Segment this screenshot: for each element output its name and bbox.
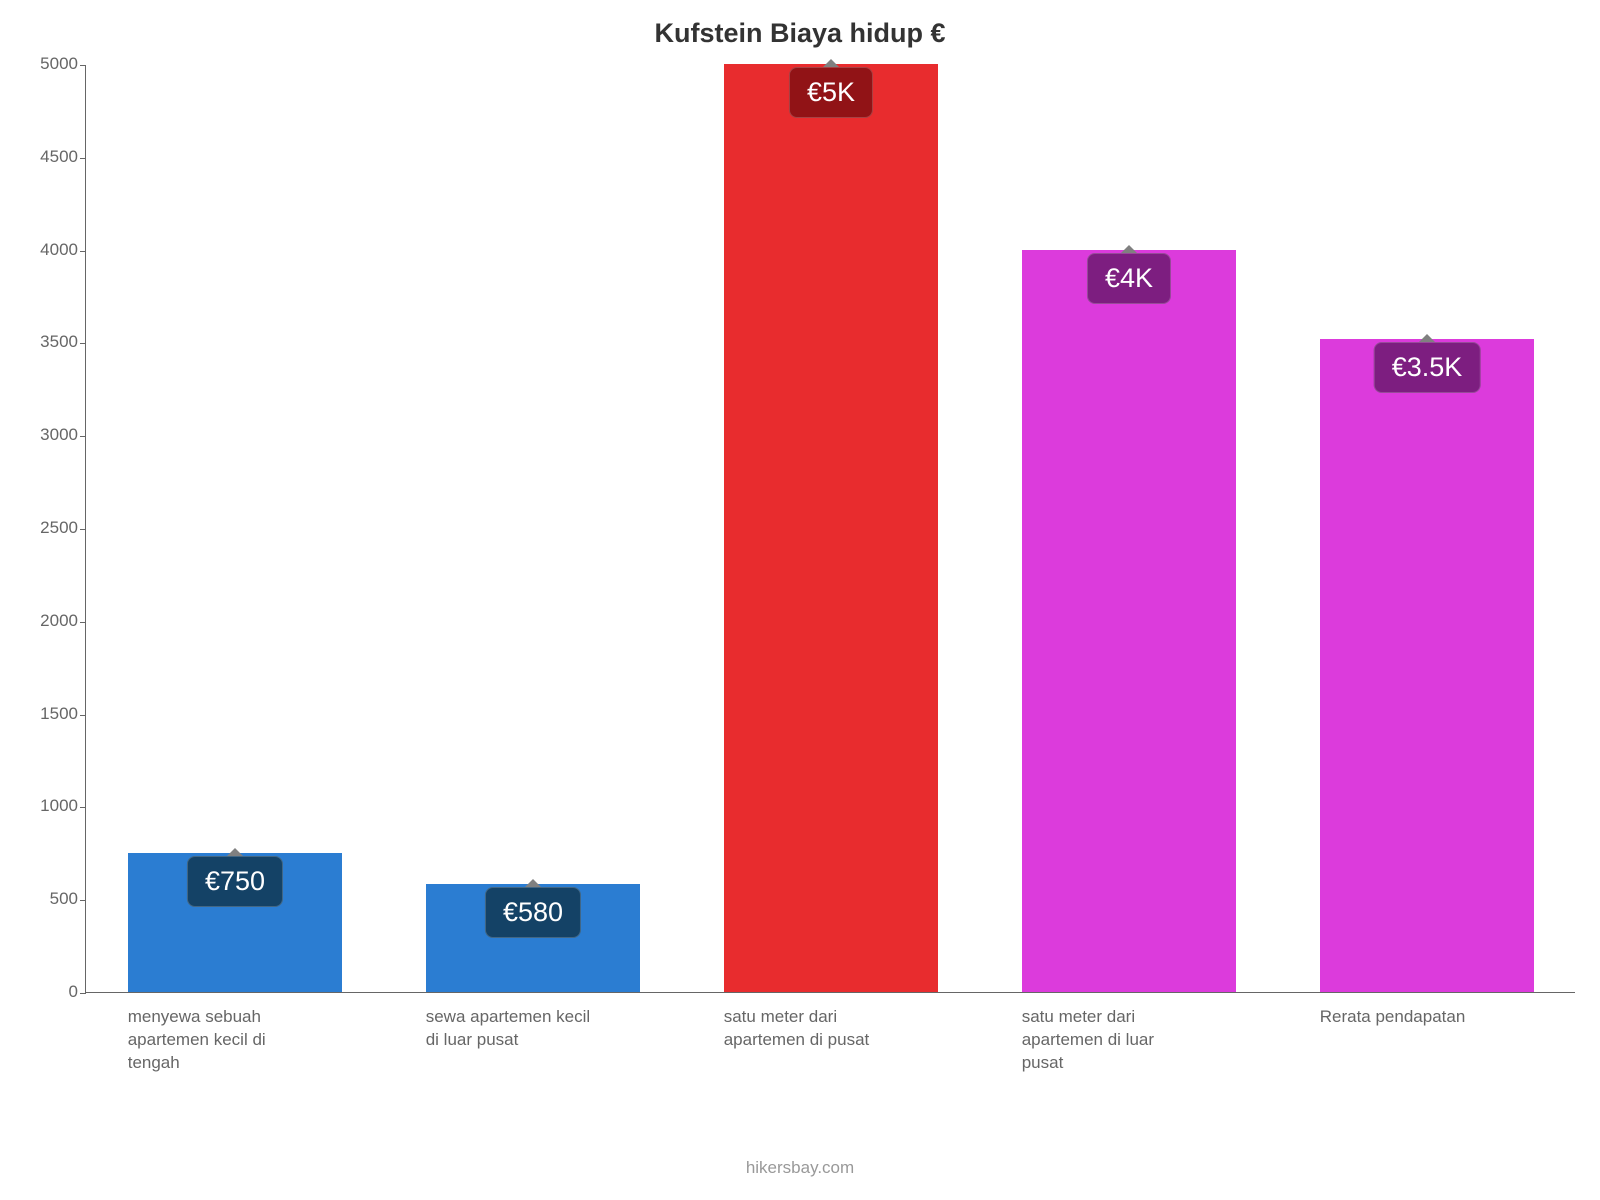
bar-tooltip-arrow <box>227 848 243 856</box>
ytick-label: 0 <box>69 982 86 1002</box>
ytick-label: 3000 <box>40 425 86 445</box>
ytick-label: 1500 <box>40 704 86 724</box>
bar-value-label: €5K <box>789 67 873 118</box>
bar <box>724 64 939 992</box>
bar-value-label: €4K <box>1087 253 1171 304</box>
bar-tooltip-arrow <box>525 879 541 887</box>
ytick-label: 4000 <box>40 240 86 260</box>
x-category-label: satu meter dari apartemen di luar pusat <box>1022 992 1197 1075</box>
bar <box>1022 250 1237 992</box>
x-category-label: menyewa sebuah apartemen kecil di tengah <box>128 992 303 1075</box>
ytick-label: 2000 <box>40 611 86 631</box>
x-category-label: Rerata pendapatan <box>1320 992 1495 1029</box>
bar-value-label: €580 <box>485 887 581 938</box>
chart-title: Kufstein Biaya hidup € <box>0 18 1600 49</box>
ytick-label: 500 <box>50 889 86 909</box>
x-category-label: satu meter dari apartemen di pusat <box>724 992 899 1052</box>
bar <box>1320 339 1535 992</box>
plot-area: 0500100015002000250030003500400045005000… <box>85 65 1575 993</box>
bar-value-label: €3.5K <box>1374 342 1481 393</box>
chart-credit: hikersbay.com <box>0 1158 1600 1178</box>
chart-container: Kufstein Biaya hidup € 05001000150020002… <box>0 0 1600 1200</box>
bar-tooltip-arrow <box>823 59 839 67</box>
ytick-label: 1000 <box>40 796 86 816</box>
ytick-label: 4500 <box>40 147 86 167</box>
ytick-label: 3500 <box>40 332 86 352</box>
x-category-label: sewa apartemen kecil di luar pusat <box>426 992 601 1052</box>
bar-value-label: €750 <box>187 856 283 907</box>
bar-tooltip-arrow <box>1121 245 1137 253</box>
ytick-label: 2500 <box>40 518 86 538</box>
bar-tooltip-arrow <box>1419 334 1435 342</box>
ytick-label: 5000 <box>40 54 86 74</box>
